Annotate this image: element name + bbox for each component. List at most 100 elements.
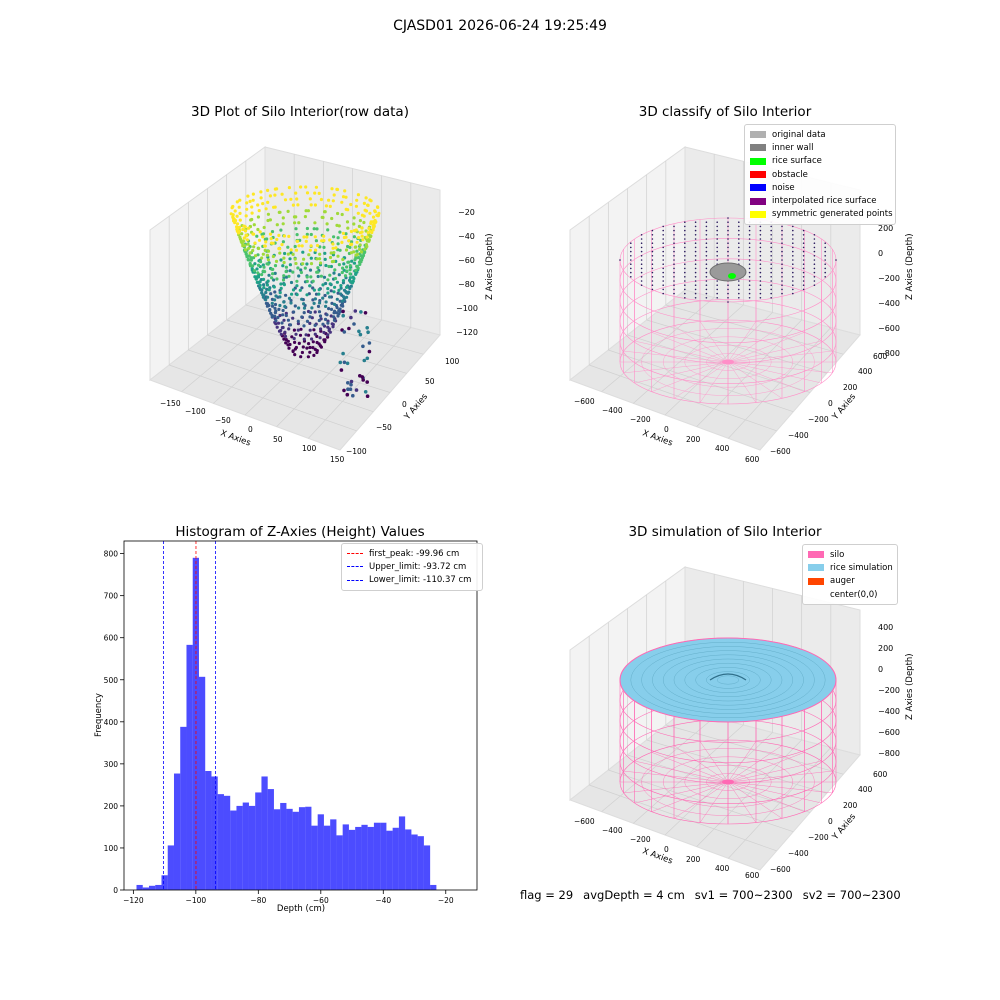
interpolated-point	[630, 263, 632, 265]
interpolated-point	[748, 250, 751, 253]
scatter-point	[326, 333, 330, 337]
scatter-point	[364, 209, 369, 213]
y-tick: 200	[843, 801, 858, 810]
interpolated-point	[716, 284, 718, 286]
scatter-point	[325, 313, 329, 317]
scatter-point	[358, 247, 362, 251]
scatter-point	[365, 326, 369, 330]
x-tick-label: −120	[123, 896, 144, 905]
interpolated-point	[705, 263, 708, 265]
scatter-point	[279, 332, 283, 336]
scatter-point	[343, 189, 347, 193]
scatter-point	[293, 221, 297, 225]
interpolated-point	[748, 292, 751, 295]
rice-dip	[709, 673, 747, 681]
scatter-point	[362, 220, 366, 225]
z-tick: −200	[878, 686, 900, 695]
z-tick: −600	[878, 728, 900, 737]
scatter-point	[261, 277, 266, 281]
interpolated-point	[694, 234, 697, 236]
histogram-legend: first_peak: -99.96 cm Upper_limit: -93.7…	[341, 543, 483, 591]
scatter-point	[365, 380, 369, 384]
scatter-point	[328, 238, 332, 242]
scatter-point	[278, 291, 282, 295]
interpolated-point	[781, 284, 783, 286]
silo-ring	[619, 319, 837, 405]
scatter-point	[264, 290, 268, 295]
scatter-point	[262, 286, 266, 290]
silo-floor-line	[673, 361, 729, 399]
interpolated-point	[640, 271, 643, 274]
interpolated-point	[651, 263, 654, 265]
interpolated-point	[684, 221, 686, 223]
silo-floor-line	[727, 781, 822, 804]
scatter-point	[282, 234, 287, 238]
y-tick-label: 300	[104, 760, 119, 769]
scatter-point	[348, 245, 352, 249]
scatter-point	[302, 324, 306, 328]
scatter-point	[304, 333, 308, 337]
scatter-point	[350, 240, 354, 244]
interpolated-point	[727, 284, 729, 286]
scatter-point	[353, 258, 357, 262]
interpolated-point	[748, 263, 751, 265]
scatter-point	[255, 267, 259, 271]
scatter-point	[299, 268, 303, 272]
scatter-point	[284, 313, 288, 318]
scatter-point	[260, 291, 264, 295]
scatter-point	[348, 264, 352, 268]
interpolated-point	[651, 267, 654, 270]
interpolated-point	[748, 259, 751, 261]
scatter-point	[315, 349, 319, 353]
scatter-point	[287, 234, 291, 238]
interpolated-point	[651, 280, 654, 282]
interpolated-point	[630, 250, 632, 253]
scatter-point	[318, 344, 322, 348]
scatter-point	[263, 244, 267, 248]
scatter-point	[311, 346, 315, 350]
y-tick-label: 0	[113, 886, 118, 895]
interpolated-point	[705, 284, 708, 286]
scatter-point	[262, 283, 266, 287]
interpolated-point	[630, 271, 632, 274]
scatter-point	[329, 307, 334, 311]
scatter-point	[256, 271, 260, 275]
scatter-point	[286, 252, 290, 256]
interpolated-point	[651, 259, 654, 261]
z-tick: −600	[878, 324, 900, 333]
scatter-point	[275, 277, 279, 281]
y-tick: 0	[402, 400, 407, 409]
scatter-point	[287, 186, 291, 190]
silo-floor-line	[699, 781, 729, 823]
scatter-point	[284, 265, 288, 269]
scatter-point	[355, 240, 359, 244]
scatter-point	[297, 244, 301, 248]
interpolated-point	[770, 225, 772, 228]
interpolated-point	[792, 292, 794, 295]
interpolated-point	[727, 221, 729, 223]
scatter-point	[339, 284, 343, 288]
histogram-bar	[348, 829, 356, 890]
interpolated-point	[770, 242, 772, 244]
interpolated-point	[813, 250, 816, 253]
legend-swatch	[750, 197, 766, 205]
scatter-point	[372, 225, 376, 230]
interpolated-point	[748, 246, 751, 249]
scatter-point	[293, 353, 297, 357]
scatter-point	[346, 208, 350, 212]
scatter-point	[266, 188, 270, 192]
scatter-point	[282, 256, 286, 260]
scatter-point	[302, 235, 306, 239]
interpolated-point	[781, 276, 783, 278]
interpolated-point	[662, 234, 664, 236]
scatter-point	[281, 313, 285, 317]
interpolated-point	[727, 246, 729, 249]
scatter-point	[273, 314, 277, 318]
scatter-point	[308, 315, 312, 319]
scatter-point	[338, 230, 342, 234]
scatter-point	[294, 248, 299, 252]
scatter-point	[305, 293, 309, 297]
x-tick: −150	[160, 399, 181, 408]
interpolated-point	[662, 292, 664, 295]
scatter-point	[241, 239, 246, 243]
